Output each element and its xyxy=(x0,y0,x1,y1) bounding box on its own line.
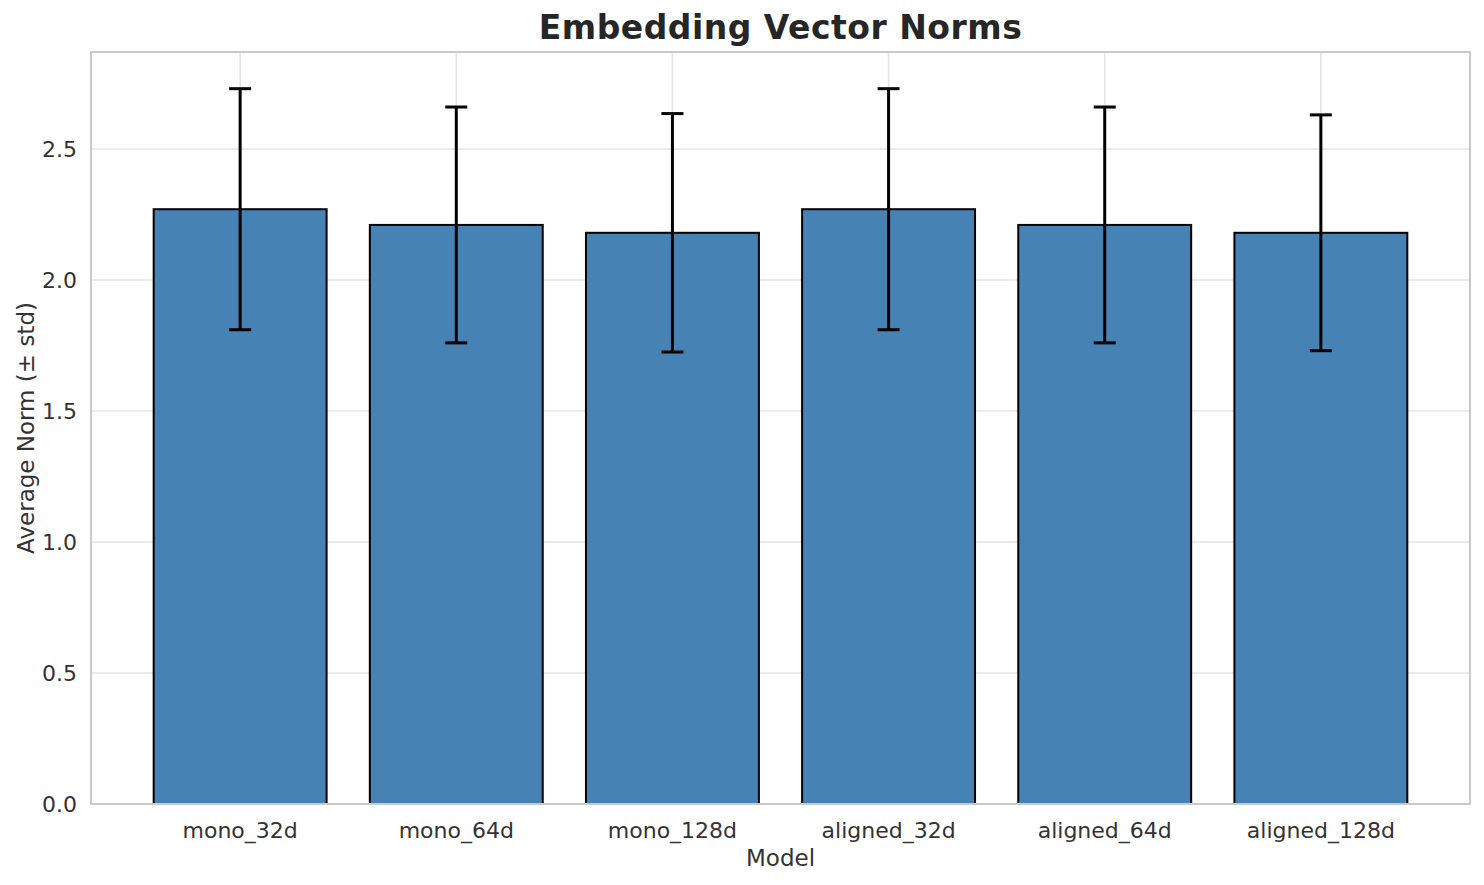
x-axis-label: Model xyxy=(91,845,1470,871)
x-tick-label-mono_32d: mono_32d xyxy=(183,818,298,844)
x-tick-label-mono_64d: mono_64d xyxy=(399,818,514,844)
y-tick-label-2.0: 2.0 xyxy=(42,268,77,293)
y-tick-label-0.0: 0.0 xyxy=(42,792,77,817)
x-tick-label-mono_128d: mono_128d xyxy=(608,818,737,844)
x-tick-label-aligned_128d: aligned_128d xyxy=(1247,818,1395,844)
bar-chart-figure: Embedding Vector Norms Average Norm (± s… xyxy=(0,0,1484,885)
y-tick-label-0.5: 0.5 xyxy=(42,661,77,686)
x-tick-label-aligned_64d: aligned_64d xyxy=(1038,818,1172,844)
y-axis-label: Average Norm (± std) xyxy=(13,302,39,554)
y-tick-label-2.5: 2.5 xyxy=(42,137,77,162)
y-tick-label-1.5: 1.5 xyxy=(42,399,77,424)
y-tick-label-1.0: 1.0 xyxy=(42,530,77,555)
plot-area: 0.0 0.5 1.0 1.5 2.0 2.5 mono_32d mono_64d mono_1… xyxy=(0,0,1484,885)
x-tick-label-aligned_32d: aligned_32d xyxy=(822,818,956,844)
chart-title: Embedding Vector Norms xyxy=(91,8,1470,47)
